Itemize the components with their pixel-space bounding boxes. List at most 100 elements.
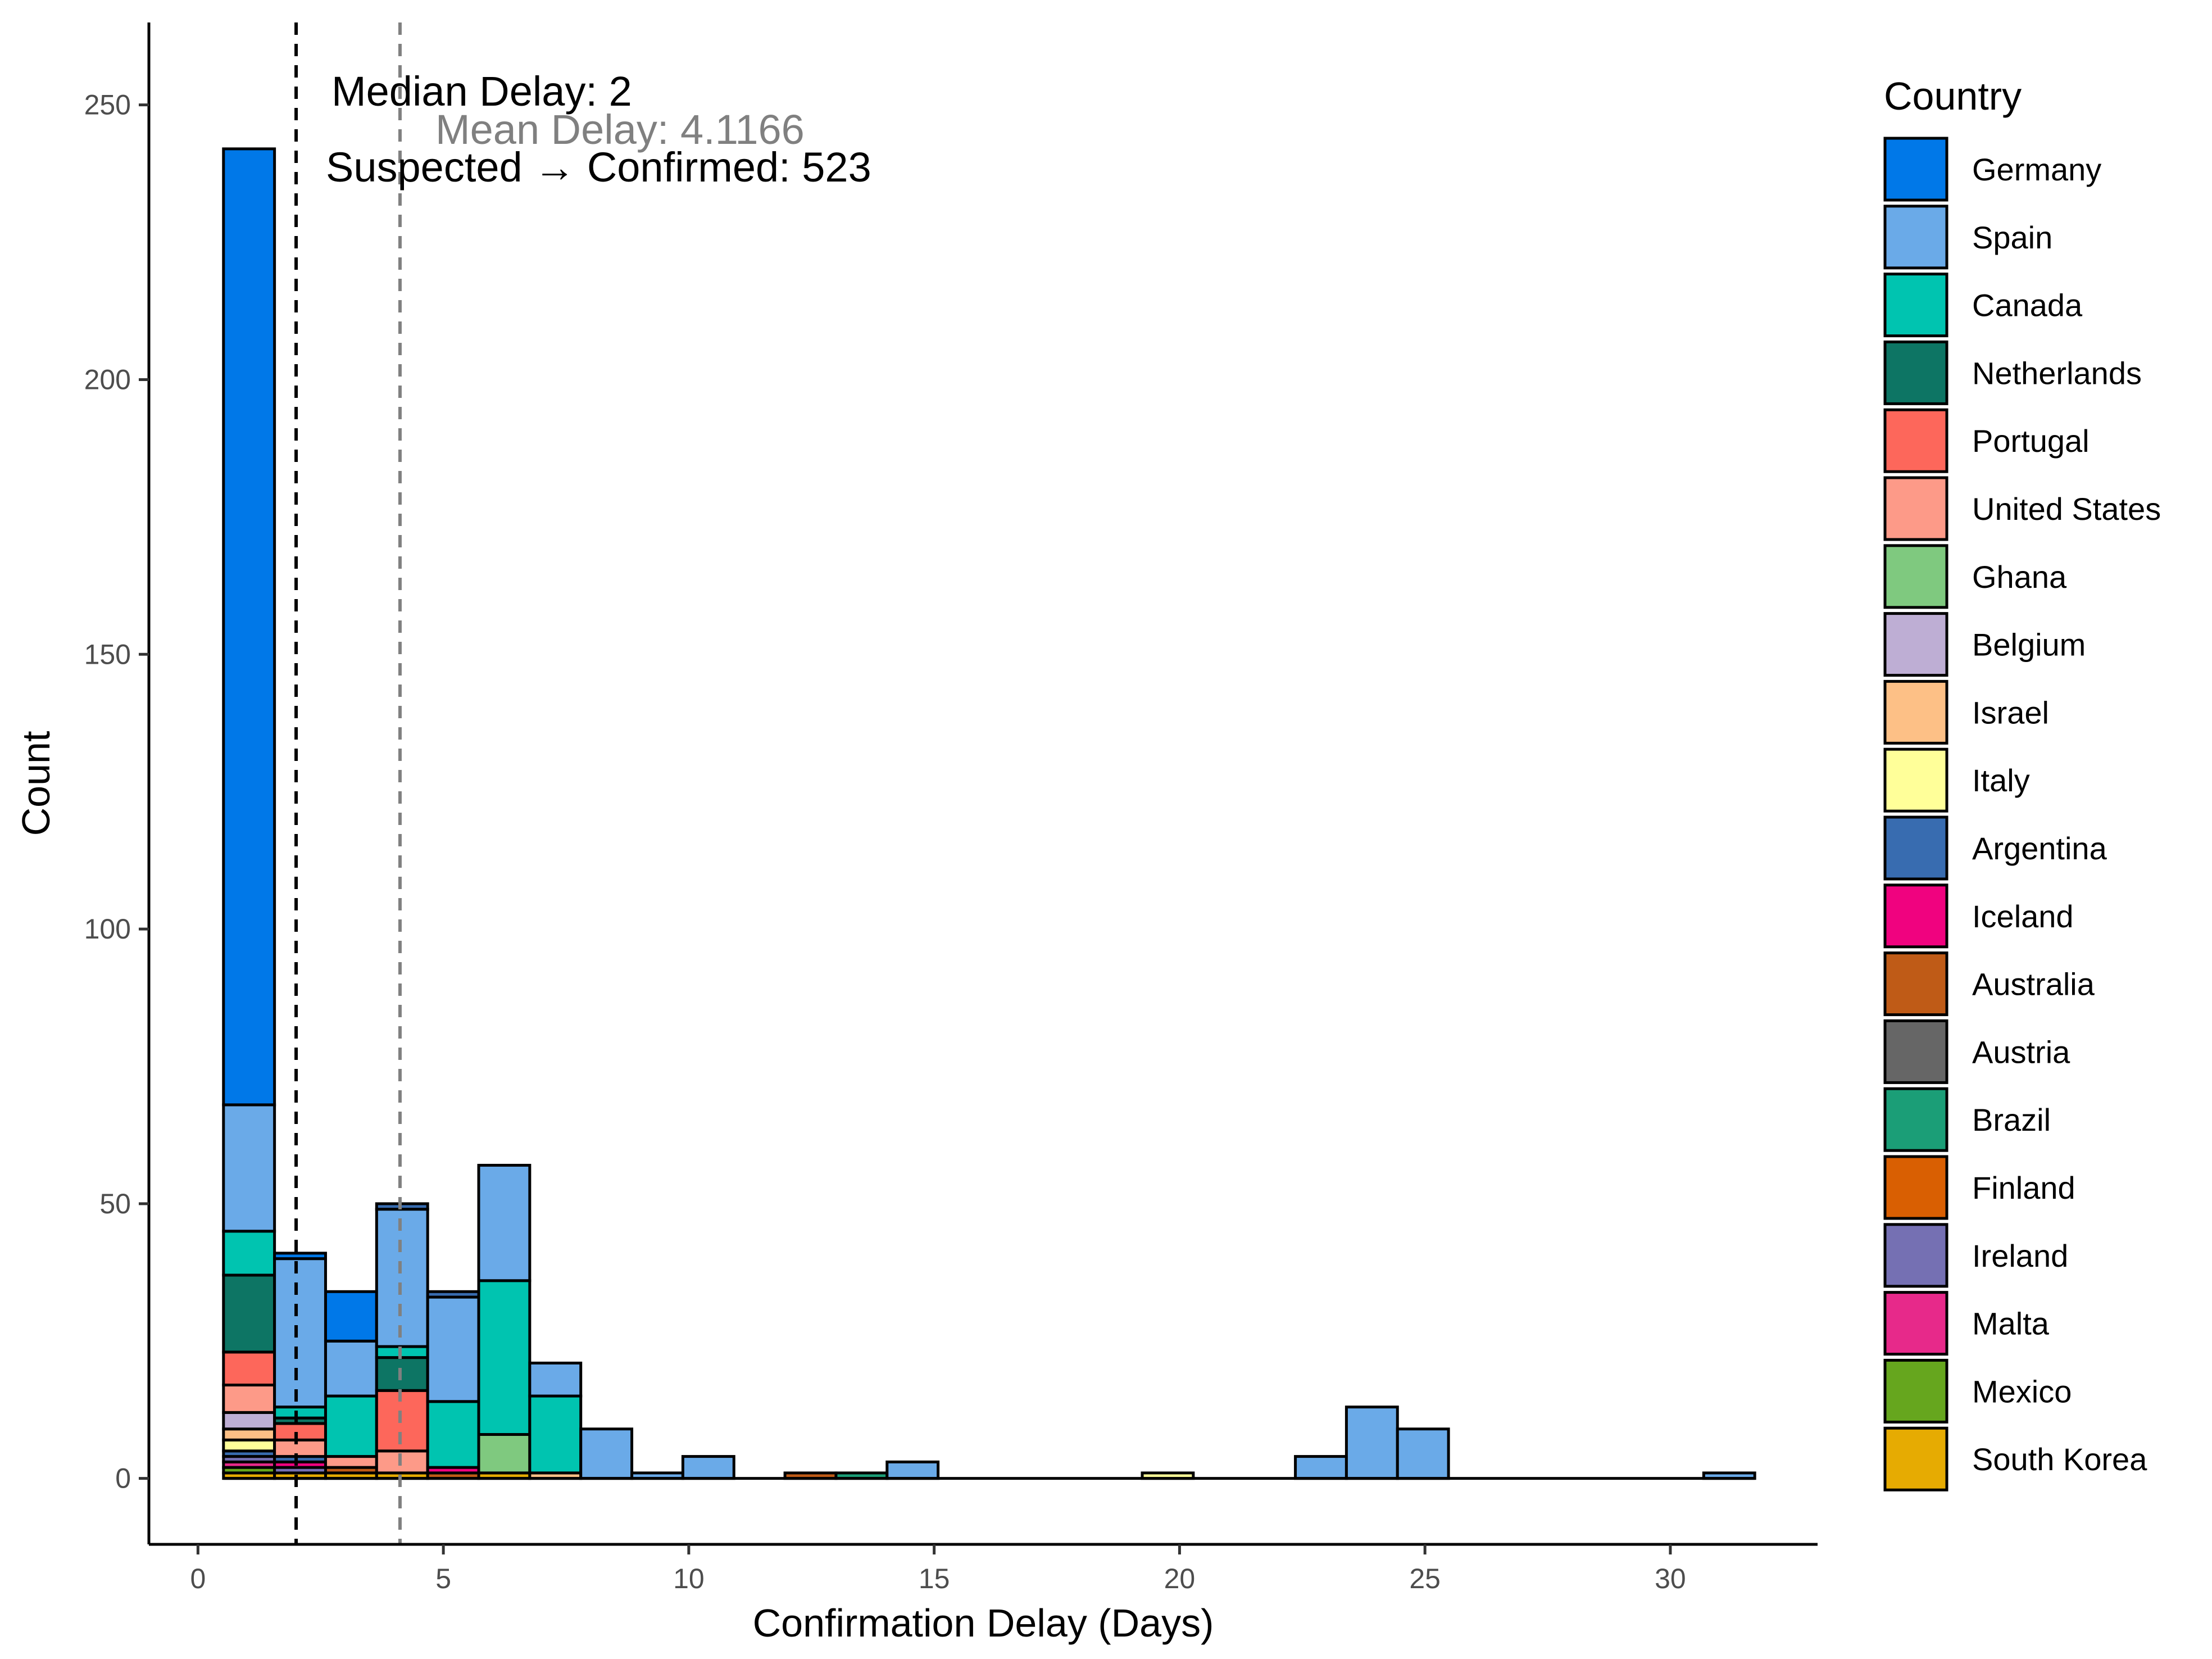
legend-swatch-3 <box>1883 340 1948 405</box>
bar-segment-2-2 <box>324 1455 378 1469</box>
legend-swatch-9 <box>1883 747 1948 813</box>
legend-swatch-6 <box>1883 544 1948 609</box>
histogram-bars <box>222 147 1756 1480</box>
bar-segment-4-3 <box>426 1295 480 1403</box>
x-axis-ticks: 0 5 10 15 20 25 30 <box>190 1544 1686 1594</box>
x-axis-title: Confirmation Delay (Days) <box>753 1601 1214 1645</box>
bar-segment-0-11 <box>222 1230 276 1277</box>
legend: Country Germany Spain Canada Netherlands Por… <box>1883 74 2161 1492</box>
bar-segment-0-13 <box>222 147 276 1107</box>
bar-segment-0-12 <box>222 1103 276 1233</box>
bar-segment-0-9 <box>222 1350 276 1386</box>
bar-segment-5-3 <box>477 1163 532 1282</box>
legend-label-18: Mexico <box>1972 1374 2072 1409</box>
legend-label-6: Ghana <box>1972 559 2067 595</box>
bar-segment-7-0 <box>579 1427 634 1480</box>
x-tick-label-3: 15 <box>919 1563 950 1594</box>
legend-items: Germany Spain Canada Netherlands Portugal Uni… <box>1883 137 2161 1492</box>
x-tick-label-5: 25 <box>1409 1563 1441 1594</box>
legend-swatch-4 <box>1883 408 1948 473</box>
legend-swatch-17 <box>1883 1291 1948 1356</box>
bar-segment-12-0 <box>885 1460 940 1480</box>
legend-swatch-11 <box>1883 883 1948 949</box>
bar-segment-1-4 <box>273 1438 327 1458</box>
bar-segment-5-2 <box>477 1279 532 1436</box>
bar-segment-3-4 <box>375 1345 429 1359</box>
legend-swatch-1 <box>1883 205 1948 270</box>
legend-swatch-7 <box>1883 612 1948 677</box>
legend-label-0: Germany <box>1972 152 2101 187</box>
legend-label-11: Iceland <box>1972 899 2074 934</box>
bar-segment-5-1 <box>477 1433 532 1475</box>
legend-swatch-14 <box>1883 1087 1948 1152</box>
bar-segment-3-3 <box>375 1356 429 1392</box>
legend-swatch-19 <box>1883 1426 1948 1492</box>
bar-segment-9-0 <box>681 1455 735 1480</box>
bar-segment-3-2 <box>375 1389 429 1453</box>
legend-label-16: Ireland <box>1972 1238 2068 1273</box>
legend-swatch-10 <box>1883 815 1948 881</box>
y-tick-label-3: 150 <box>84 638 131 670</box>
x-tick-label-6: 30 <box>1655 1563 1686 1594</box>
legend-label-12: Australia <box>1972 967 2095 1002</box>
bar-segment-3-5 <box>375 1208 429 1348</box>
legend-label-17: Malta <box>1972 1306 2050 1341</box>
x-tick-label-0: 0 <box>190 1563 206 1594</box>
total-annotation: Suspected → Confirmed: 523 <box>326 144 871 191</box>
bar-segment-1-9 <box>273 1252 327 1261</box>
y-axis-ticks: 0 50 100 150 200 250 <box>84 89 149 1494</box>
legend-label-14: Brazil <box>1972 1102 2051 1137</box>
legend-label-7: Belgium <box>1972 627 2086 663</box>
legend-label-9: Italy <box>1972 763 2030 798</box>
y-tick-label-5: 250 <box>84 89 131 121</box>
bar-segment-0-7 <box>222 1411 276 1431</box>
bar-segment-2-5 <box>324 1290 378 1343</box>
legend-label-5: United States <box>1972 491 2161 527</box>
legend-swatch-13 <box>1883 1019 1948 1084</box>
bar-segment-15-0 <box>1345 1406 1399 1480</box>
bar-segment-0-5 <box>222 1438 276 1453</box>
legend-label-4: Portugal <box>1972 423 2090 459</box>
x-tick-label-1: 5 <box>435 1563 451 1594</box>
axes <box>147 22 1818 1546</box>
bar-segment-4-4 <box>426 1290 480 1299</box>
legend-label-2: Canada <box>1972 288 2083 323</box>
legend-label-10: Argentina <box>1972 831 2107 866</box>
legend-label-19: South Korea <box>1972 1442 2147 1477</box>
mean-annotation: Mean Delay: 4.1166 <box>435 106 805 153</box>
x-tick-label-2: 10 <box>673 1563 705 1594</box>
legend-swatch-12 <box>1883 951 1948 1017</box>
bar-segment-0-8 <box>222 1383 276 1414</box>
legend-swatch-0 <box>1883 137 1948 202</box>
y-tick-label-0: 0 <box>115 1463 131 1494</box>
bar-segment-2-4 <box>324 1339 378 1398</box>
bar-segment-6-1 <box>528 1394 583 1475</box>
y-tick-label-4: 200 <box>84 364 131 395</box>
legend-label-8: Israel <box>1972 695 2049 730</box>
bar-segment-0-10 <box>222 1273 276 1354</box>
legend-swatch-18 <box>1883 1358 1948 1424</box>
bar-segment-2-3 <box>324 1394 378 1458</box>
y-tick-label-2: 100 <box>84 913 131 945</box>
bar-segment-1-8 <box>273 1257 327 1409</box>
bar-segment-6-2 <box>528 1361 583 1398</box>
bar-segment-3-1 <box>375 1449 429 1475</box>
bar-segment-16-0 <box>1396 1427 1450 1480</box>
y-tick-label-1: 50 <box>99 1188 131 1220</box>
legend-label-1: Spain <box>1972 220 2052 255</box>
legend-swatch-16 <box>1883 1223 1948 1288</box>
bar-segment-1-7 <box>273 1406 327 1420</box>
legend-label-3: Netherlands <box>1972 355 2142 391</box>
legend-swatch-15 <box>1883 1155 1948 1220</box>
bar-segment-4-2 <box>426 1400 480 1469</box>
legend-title: Country <box>1884 74 2022 118</box>
bar-segment-0-6 <box>222 1427 276 1442</box>
legend-label-13: Austria <box>1972 1034 2070 1069</box>
bar-segment-3-6 <box>375 1202 429 1211</box>
legend-swatch-5 <box>1883 476 1948 541</box>
legend-swatch-2 <box>1883 273 1948 338</box>
legend-label-15: Finland <box>1972 1170 2075 1205</box>
median-annotation: Median Delay: 2 <box>331 68 632 115</box>
x-tick-label-4: 20 <box>1164 1563 1196 1594</box>
